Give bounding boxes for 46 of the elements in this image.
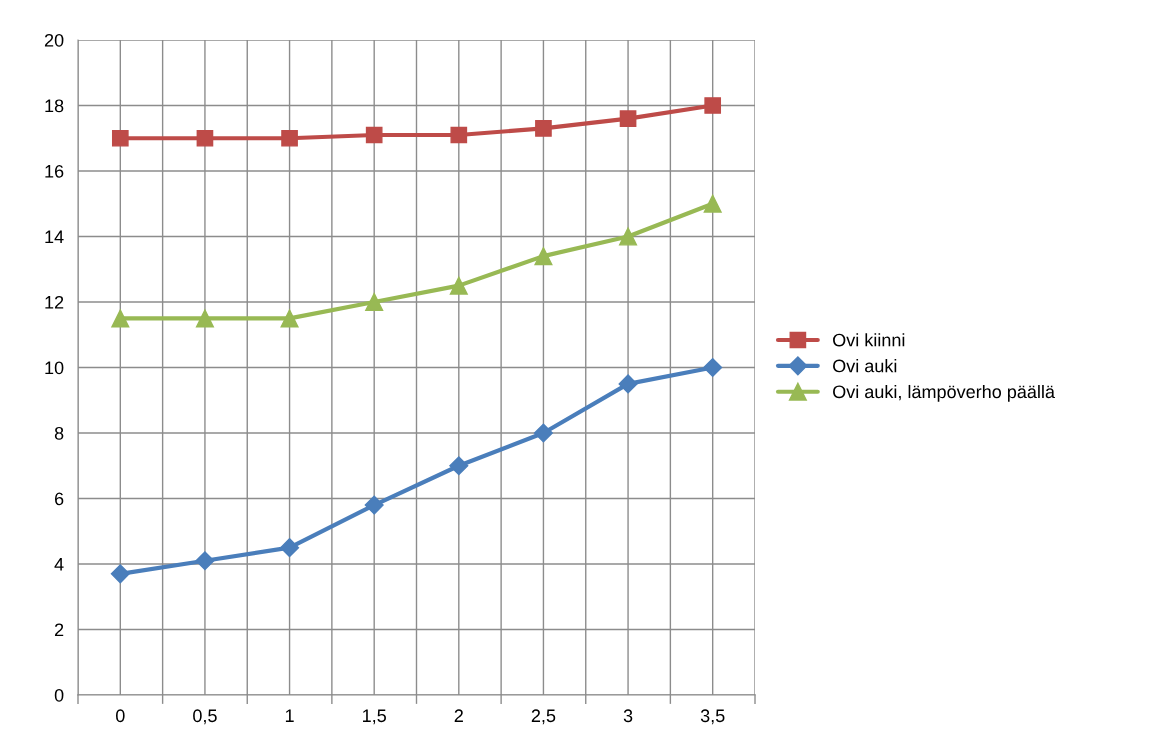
x-tick-label: 2 — [454, 709, 463, 722]
point — [535, 120, 552, 137]
y-tick-label: 12 — [45, 295, 64, 309]
point — [110, 564, 130, 584]
point — [280, 538, 300, 558]
point — [449, 276, 468, 295]
point — [619, 110, 637, 127]
point — [365, 126, 383, 144]
point — [365, 292, 384, 312]
point — [449, 456, 469, 476]
x-tick-label: 0 — [116, 709, 125, 723]
point — [619, 227, 638, 246]
point — [618, 374, 638, 394]
y-tick-label: 10 — [45, 361, 64, 375]
point — [195, 551, 215, 571]
point — [704, 97, 722, 114]
point — [195, 309, 214, 328]
x-tick-label: 3,5 — [700, 709, 725, 725]
y-tick-label: 0 — [54, 688, 64, 702]
x-tick-label: 3 — [623, 709, 633, 723]
point — [534, 247, 553, 266]
point — [533, 423, 553, 443]
x-tick-label: 2,5 — [531, 709, 556, 725]
x-tick-label: 0,5 — [193, 709, 217, 725]
point — [703, 194, 722, 213]
point — [364, 495, 384, 515]
legend-label: Ovi kiinni — [833, 333, 905, 347]
y-tick-label: 6 — [54, 492, 64, 506]
y-tick-label: 16 — [45, 164, 64, 178]
y-tick-label: 18 — [45, 99, 64, 113]
legend-label: Ovi auki, lämpöverho päällä — [833, 384, 1055, 402]
point — [111, 309, 130, 328]
point — [196, 129, 214, 147]
point — [111, 129, 129, 147]
point — [703, 357, 723, 378]
point — [450, 126, 468, 144]
y-tick-label: 4 — [54, 558, 64, 571]
legend-label: Ovi auki — [833, 359, 897, 373]
point — [281, 129, 298, 147]
y-tick-label: 8 — [54, 426, 64, 440]
y-tick-label: 2 — [54, 623, 64, 637]
y-tick-label: 20 — [44, 33, 64, 47]
x-tick-label: 1,5 — [363, 709, 386, 725]
point — [280, 309, 299, 328]
x-tick-label: 1 — [285, 709, 294, 722]
y-tick-label: 14 — [45, 230, 64, 244]
